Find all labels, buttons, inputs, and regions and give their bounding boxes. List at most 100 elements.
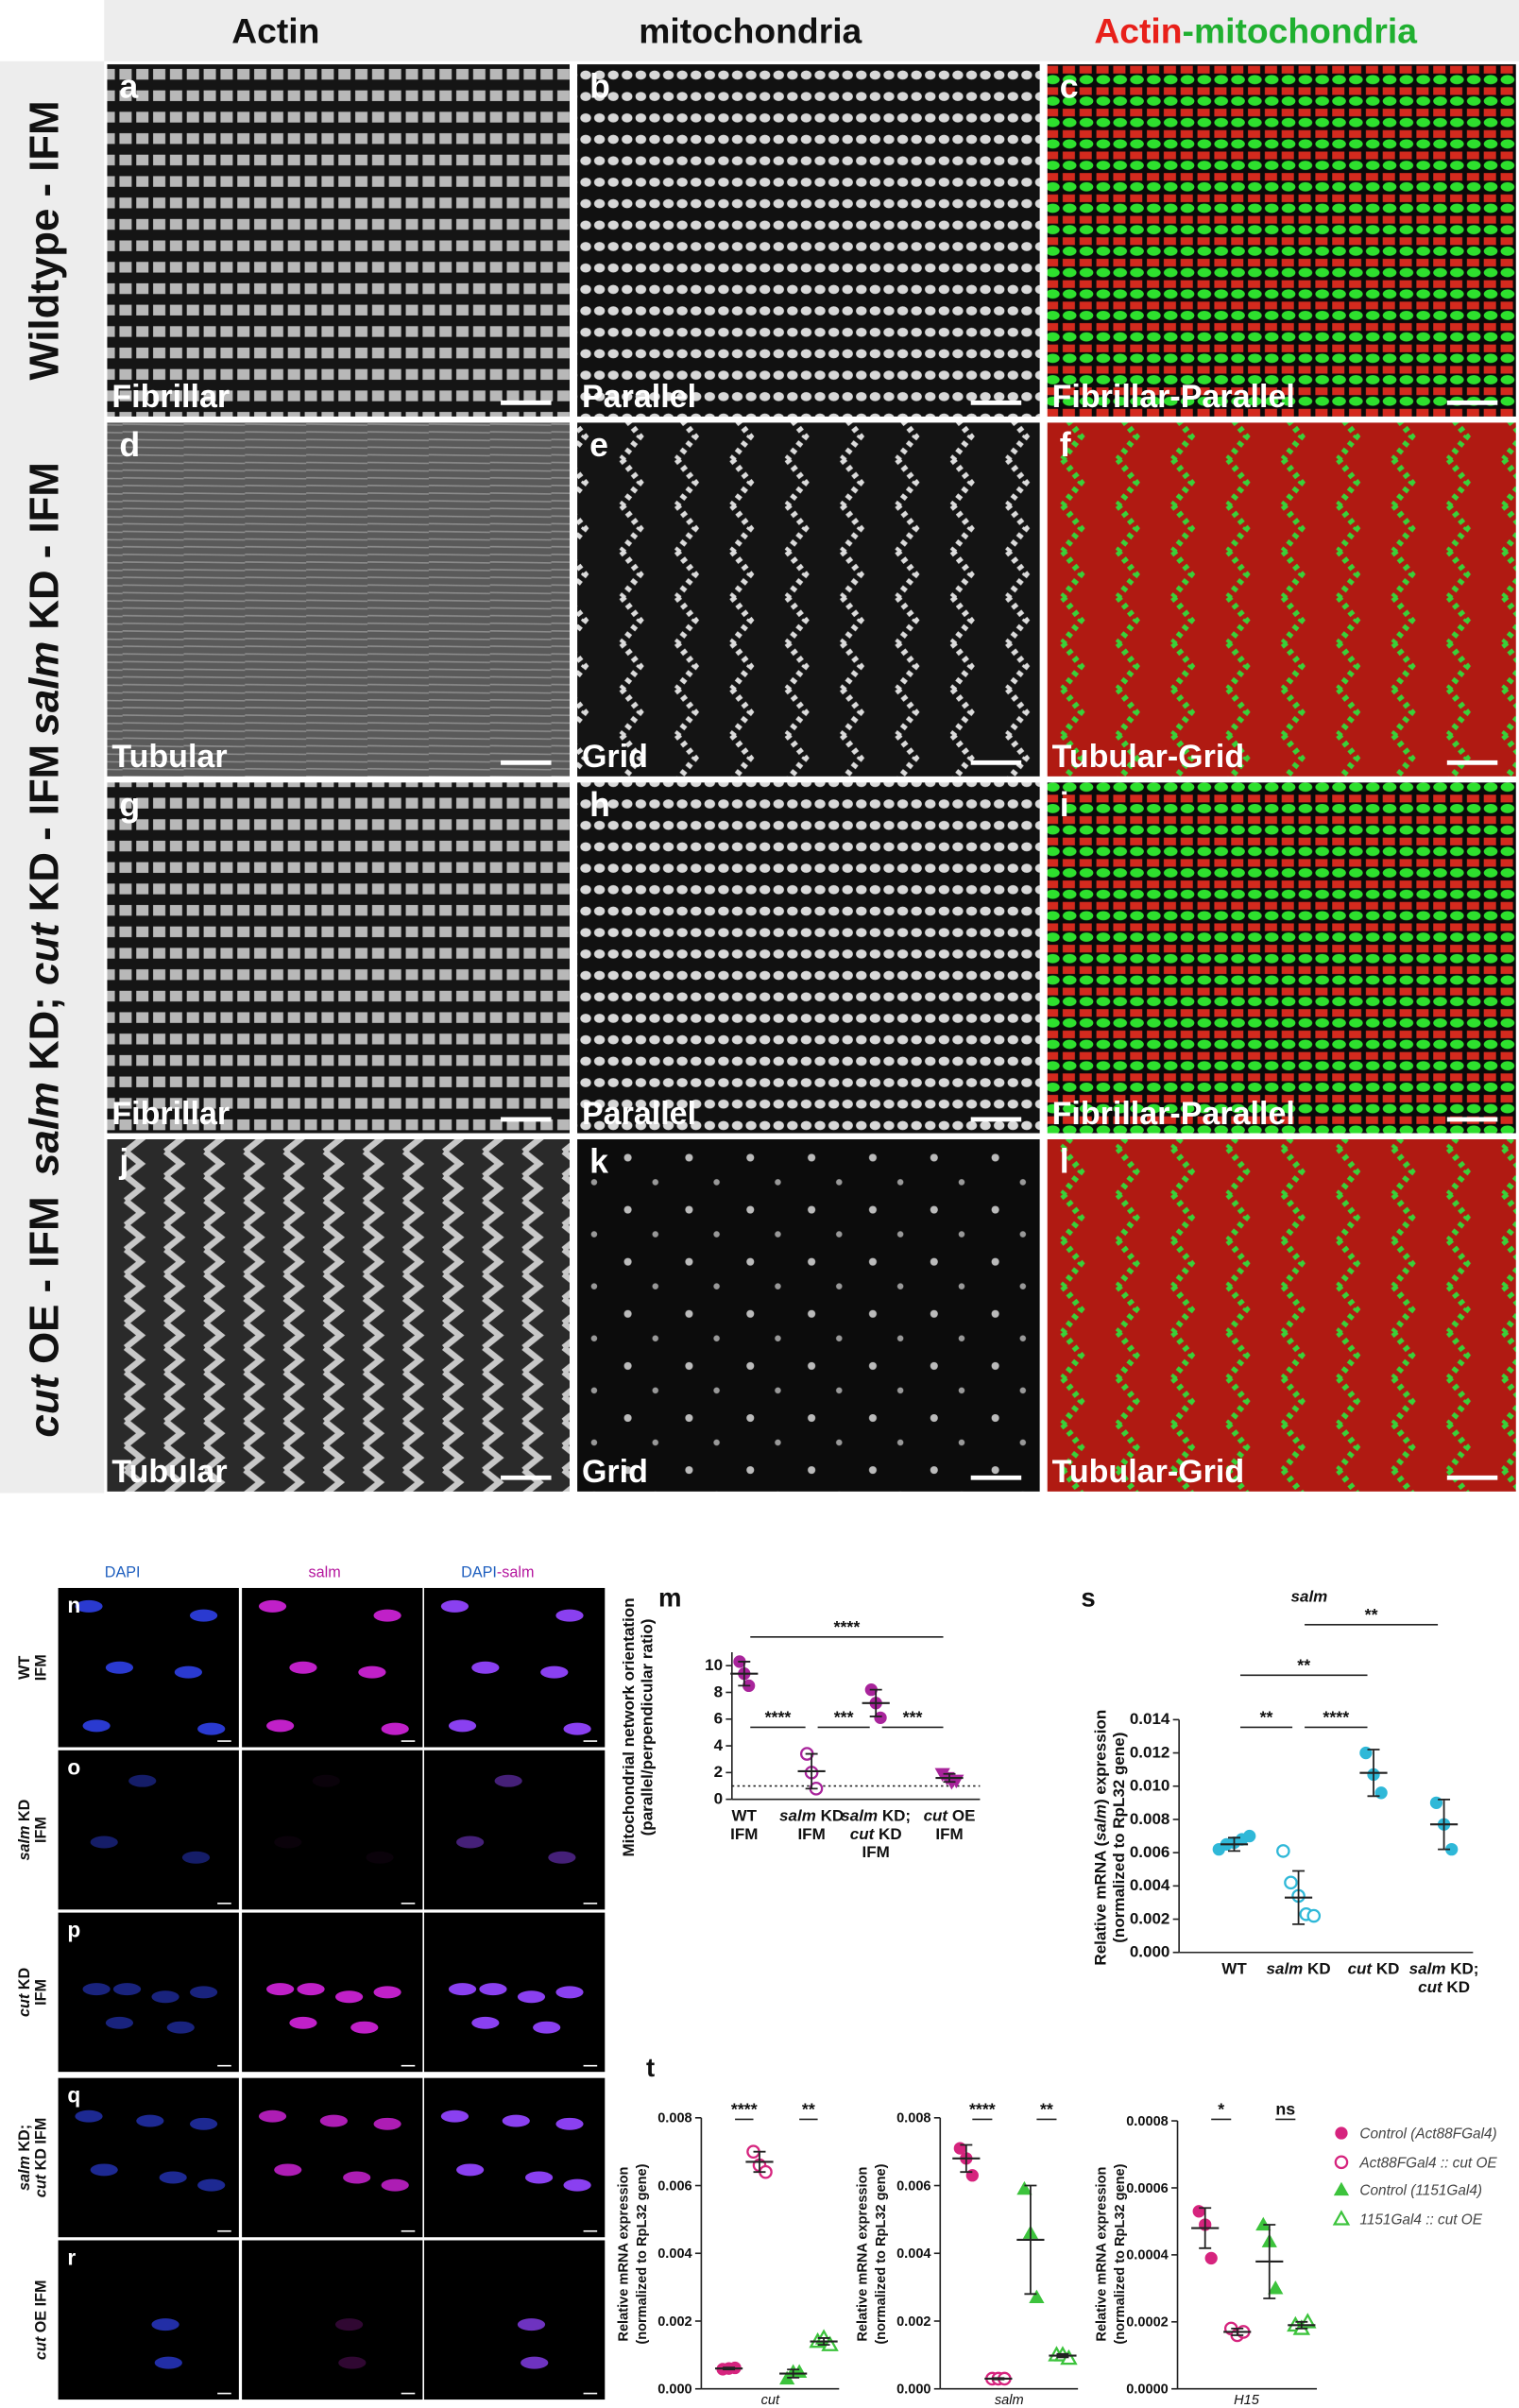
- x-tick-label: salm KD: [1267, 1959, 1331, 1977]
- y-tick-label: 0.004: [896, 2246, 931, 2262]
- significance-label: **: [1365, 1605, 1378, 1624]
- stain-header: DAPI: [105, 1564, 141, 1581]
- error-bar: [787, 2368, 800, 2379]
- error-bar: [1231, 2328, 1244, 2336]
- y-tick-label: 0.008: [1130, 1810, 1170, 1828]
- panel-label: Fibrillar: [111, 379, 230, 415]
- panel-letter: f: [1060, 426, 1071, 464]
- y-axis-label: (normalized to RpL32 gene): [874, 2163, 889, 2344]
- significance-label: ****: [834, 1617, 861, 1636]
- micrograph: [1047, 1139, 1516, 1492]
- y-tick-label: 10: [705, 1656, 723, 1674]
- y-tick-label: 0.002: [657, 2314, 691, 2330]
- nucleus: [166, 2021, 195, 2034]
- significance-label: ***: [903, 1708, 923, 1727]
- nucleus: [190, 1609, 218, 1622]
- nucleus: [540, 1665, 569, 1679]
- y-tick-label: 0.004: [1130, 1876, 1170, 1894]
- nucleus: [521, 2356, 549, 2369]
- x-tick-label: WT: [732, 1806, 758, 1824]
- y-tick-label: 8: [714, 1682, 723, 1700]
- panel-letter: t: [646, 2053, 655, 2082]
- stain-image: [424, 1750, 606, 1910]
- panel-letter: d: [119, 426, 140, 464]
- data-point: [1268, 2280, 1284, 2295]
- data-point: [1334, 2155, 1349, 2170]
- x-tick-label: cut KD: [850, 1825, 902, 1843]
- nucleus: [517, 2318, 546, 2331]
- y-tick-label: 4: [714, 1736, 724, 1754]
- panel-letter: a: [119, 68, 139, 106]
- panel-label: Grid: [582, 739, 648, 775]
- row-label: Wildtype - IFM: [22, 100, 68, 380]
- nucleus: [373, 1609, 401, 1622]
- nucleus: [548, 1851, 576, 1864]
- header-part: Actin: [1094, 10, 1182, 50]
- nucleus: [128, 1774, 157, 1787]
- nucleus: [448, 1719, 477, 1733]
- nucleus: [112, 1983, 142, 1996]
- panel-label: Tubular: [111, 739, 227, 775]
- panel-letter: k: [589, 1143, 608, 1181]
- significance-label: **: [1040, 2100, 1053, 2119]
- error-bar: [805, 1752, 818, 1790]
- nucleus: [555, 1609, 584, 1622]
- chart: 0.000 0.002 0.004 0.006 0.008 Relative mRNA e…: [855, 2100, 1079, 2408]
- x-axis-label: salm: [995, 2393, 1024, 2408]
- significance-label: ****: [765, 1708, 792, 1727]
- column-header: mitochondria: [639, 10, 862, 50]
- error-bar: [1024, 2184, 1037, 2296]
- nucleus: [334, 2318, 364, 2331]
- nucleus: [343, 2171, 371, 2184]
- header-band: [104, 0, 1519, 61]
- error-bar: [817, 2337, 830, 2346]
- stain-header: DAPI-salm: [461, 1564, 534, 1581]
- micrograph: [577, 64, 1040, 417]
- micrograph: [1047, 422, 1516, 777]
- panel-letter: g: [119, 786, 140, 824]
- stain-image: [242, 2077, 423, 2238]
- nucleus: [266, 1719, 295, 1733]
- significance-label: ns: [1275, 2100, 1295, 2119]
- error-bar: [1199, 2207, 1212, 2249]
- y-tick-label: 0.002: [1130, 1909, 1170, 1927]
- nucleus: [90, 1836, 118, 1849]
- y-tick-label: 0.008: [657, 2111, 691, 2126]
- nucleus: [297, 1983, 325, 1996]
- micrograph: [107, 782, 570, 1134]
- x-tick-label: IFM: [935, 1825, 963, 1843]
- micrograph: [107, 64, 570, 417]
- data-point: [1335, 2126, 1348, 2140]
- row-label: WT: [16, 1656, 33, 1680]
- x-tick-label: IFM: [797, 1825, 825, 1843]
- x-tick-label: cut KD: [1348, 1959, 1400, 1977]
- row-label: cut KD IFM: [33, 2118, 50, 2198]
- error-bar: [1263, 2224, 1276, 2299]
- y-tick-label: 0.0006: [1126, 2181, 1169, 2196]
- y-tick-label: 0.0000: [1126, 2382, 1169, 2398]
- nucleus: [471, 2016, 500, 2029]
- y-tick-label: 0.0002: [1126, 2315, 1169, 2331]
- error-bar: [1438, 1798, 1451, 1851]
- panel-letter: p: [67, 1918, 80, 1942]
- significance-label: ****: [731, 2100, 758, 2119]
- data-point: [1332, 2210, 1351, 2226]
- significance-label: **: [1297, 1655, 1310, 1674]
- nucleus: [555, 1986, 584, 1999]
- stain-image: [242, 1750, 423, 1910]
- error-bar: [1056, 2352, 1069, 2359]
- panel-letter: q: [67, 2083, 80, 2108]
- nucleus: [563, 1722, 591, 1735]
- panel-letter: j: [118, 1143, 128, 1181]
- nucleus: [456, 1836, 485, 1849]
- panel-label: Fibrillar: [111, 1096, 230, 1132]
- data-point: [1306, 1908, 1322, 1923]
- nucleus: [289, 2016, 317, 2029]
- nucleus: [440, 2109, 469, 2123]
- data-point: [1276, 1844, 1290, 1858]
- x-tick-label: cut KD: [1418, 1978, 1470, 1996]
- nucleus: [312, 1774, 340, 1787]
- significance-label: ***: [834, 1708, 854, 1727]
- panel-label: Parallel: [582, 379, 696, 415]
- nucleus: [494, 1774, 522, 1787]
